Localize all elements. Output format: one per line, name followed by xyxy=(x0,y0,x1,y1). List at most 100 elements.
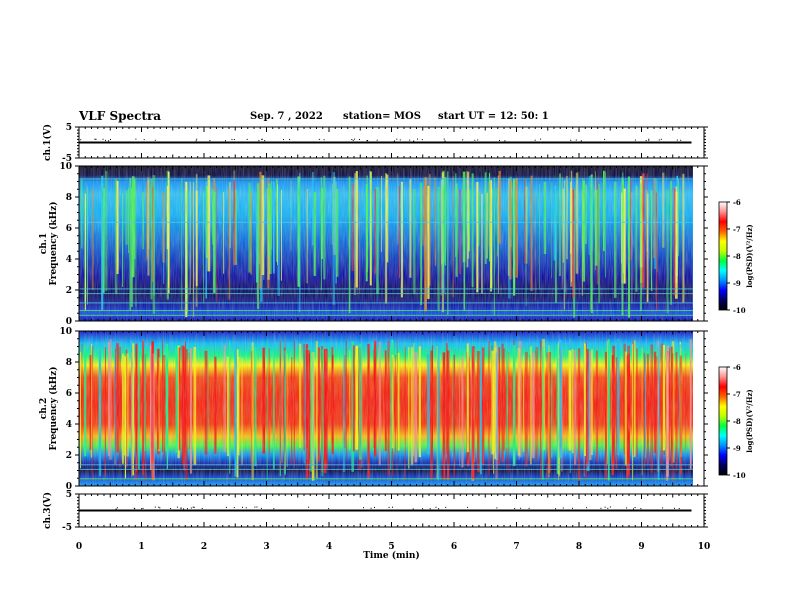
voltage-spike xyxy=(421,139,423,141)
voltage-spike xyxy=(634,507,636,508)
voltage-spike xyxy=(534,139,536,141)
voltage-spike xyxy=(225,140,226,142)
y-axis-label: Frequency (kHz) xyxy=(48,201,59,285)
y-tick-label: -5 xyxy=(62,154,72,164)
voltage-spike xyxy=(170,508,172,509)
x-tick-label: 2 xyxy=(201,542,207,552)
voltage-spike xyxy=(514,508,516,510)
y-tick-label: 6 xyxy=(66,389,72,399)
station-label: station= MOS xyxy=(343,111,421,122)
voltage-spike xyxy=(467,506,469,508)
voltage-spike xyxy=(225,506,227,508)
x-tick-label: 3 xyxy=(263,542,269,552)
voltage-spike xyxy=(110,139,111,140)
voltage-spike xyxy=(580,140,582,142)
voltage-spike xyxy=(159,507,161,509)
voltage-spike xyxy=(633,508,634,510)
voltage-spike xyxy=(366,140,368,142)
x-tick-label: 0 xyxy=(76,542,82,552)
y-tick-label: -5 xyxy=(62,523,72,533)
voltage-spike xyxy=(258,140,260,142)
voltage-spike xyxy=(196,138,198,140)
y-tick-label: 4 xyxy=(66,255,72,265)
voltage-spike xyxy=(674,507,675,509)
voltage-spike xyxy=(94,138,96,140)
x-tick-label: 8 xyxy=(576,542,582,552)
voltage-spike xyxy=(662,507,664,509)
y-axis-label: Frequency (kHz) xyxy=(48,366,59,450)
y-tick-label: 8 xyxy=(66,193,72,203)
voltage-spike xyxy=(323,139,325,141)
voltage-spike xyxy=(422,508,424,510)
voltage-spike xyxy=(246,138,248,140)
voltage-spike xyxy=(648,139,650,141)
voltage-spike xyxy=(116,507,118,509)
voltage-spike xyxy=(678,508,680,510)
y-tick-label: 10 xyxy=(59,162,72,172)
voltage-spike xyxy=(570,139,572,141)
voltage-spike xyxy=(108,140,110,142)
voltage-spike xyxy=(626,507,628,509)
voltage-spike xyxy=(180,507,182,509)
x-tick-label: 5 xyxy=(388,542,394,552)
x-tick-label: 7 xyxy=(513,542,519,552)
colorbar-tick-label: -10 xyxy=(733,306,746,315)
voltage-spike xyxy=(392,506,393,508)
voltage-spike xyxy=(367,140,369,141)
voltage-spike xyxy=(187,508,188,510)
x-tick-label: 4 xyxy=(326,542,332,552)
voltage-spike xyxy=(443,138,445,140)
voltage-spike xyxy=(376,139,378,141)
voltage-spike xyxy=(540,138,542,140)
voltage-spike xyxy=(462,139,464,141)
y-axis-label: ch.1(V) xyxy=(42,124,53,161)
voltage-spike xyxy=(604,138,606,140)
y-tick-label: 2 xyxy=(66,286,72,296)
voltage-spike xyxy=(445,506,447,508)
voltage-spike xyxy=(233,139,235,140)
y-tick-label: 5 xyxy=(66,490,72,500)
voltage-spike xyxy=(399,139,401,141)
voltage-spike xyxy=(676,139,678,141)
voltage-spike xyxy=(242,506,243,508)
voltage-spike xyxy=(504,140,506,142)
voltage-spike xyxy=(180,508,182,510)
voltage-spike xyxy=(374,506,375,508)
x-tick-label: 9 xyxy=(638,542,644,552)
voltage-spike xyxy=(438,508,440,510)
voltage-spike xyxy=(143,139,145,141)
voltage-spike xyxy=(658,139,660,141)
voltage-spike xyxy=(496,507,498,509)
x-tick-label: 6 xyxy=(451,542,457,552)
voltage-spike xyxy=(231,139,233,140)
voltage-spike xyxy=(444,140,446,142)
colorbar-label: log(PSD)(V²/Hz) xyxy=(745,389,754,453)
voltage-spike xyxy=(260,507,262,509)
voltage-spike xyxy=(195,140,197,142)
voltage-spike xyxy=(102,138,104,140)
voltage-spike xyxy=(358,139,360,140)
voltage-spike xyxy=(352,139,354,141)
voltage-spike xyxy=(604,506,606,508)
voltage-spike xyxy=(134,508,136,510)
spectrogram-2-image xyxy=(79,331,693,486)
voltage-spike xyxy=(154,139,156,141)
voltage-spike xyxy=(412,508,414,510)
x-axis-label: Time (min) xyxy=(363,550,420,561)
colorbar xyxy=(718,201,728,311)
voltage-spike xyxy=(600,507,602,509)
spectrogram-1-image xyxy=(79,166,693,321)
voltage-spike xyxy=(396,138,398,140)
voltage-spike xyxy=(575,139,577,141)
voltage-spike xyxy=(190,507,192,509)
voltage-spike xyxy=(609,506,611,508)
voltage-spike xyxy=(520,507,522,509)
y-tick-label: 0 xyxy=(66,317,72,327)
voltage-spike xyxy=(562,507,564,509)
voltage-spike xyxy=(95,138,97,140)
voltage-spike xyxy=(158,506,160,508)
date-label: Sep. 7 , 2022 xyxy=(250,111,323,122)
voltage-spike xyxy=(640,508,642,510)
voltage-spike xyxy=(245,507,247,509)
